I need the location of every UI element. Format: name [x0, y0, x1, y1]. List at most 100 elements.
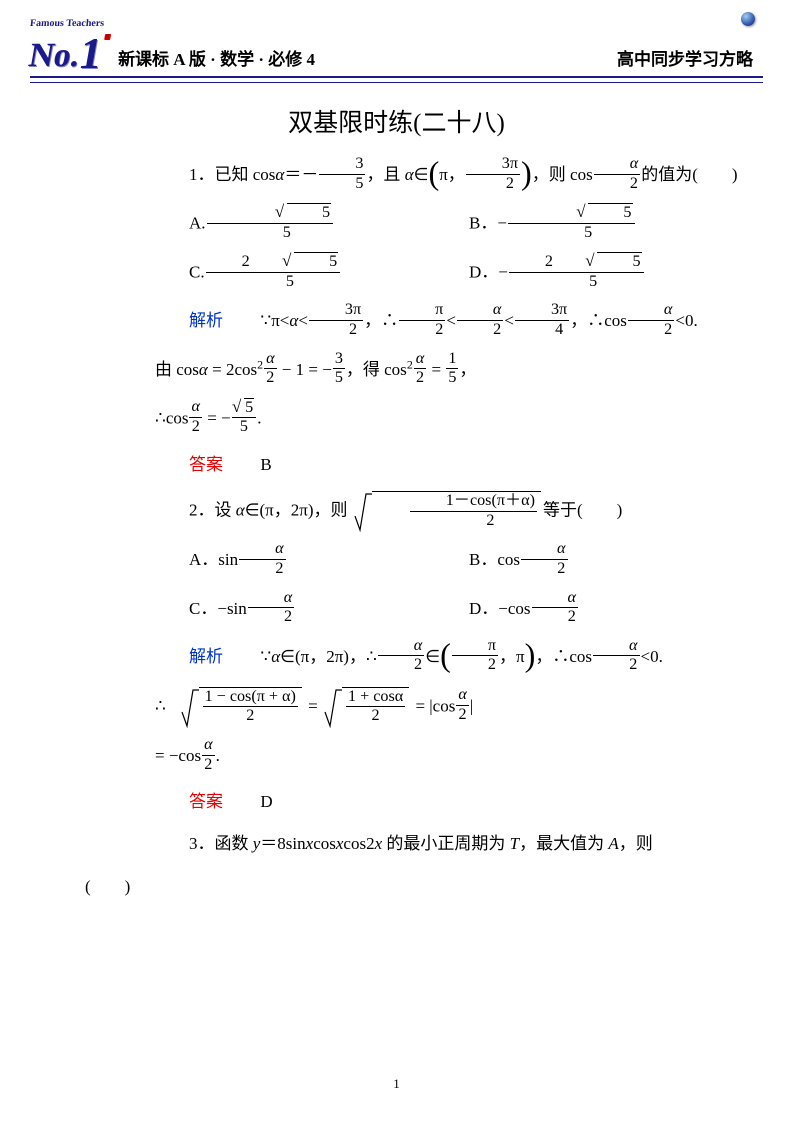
q1-choices-row1: A.55 B．−55 — [155, 205, 743, 244]
bigroot: 1 + cosα2 — [324, 687, 409, 728]
logo-tagline: Famous Teachers — [30, 18, 105, 29]
radicand: 1 + cosα2 — [342, 687, 409, 728]
den: 2 — [532, 608, 578, 627]
frac: 35 — [333, 350, 345, 388]
text: cos — [313, 834, 336, 853]
q2-stem: 2．设 α∈(π，2π)，则 1－cos(π＋α)2 等于( ) — [155, 491, 743, 532]
header-rule — [30, 82, 763, 83]
q1-analysis-3: ∴cosα2 = −55. — [155, 400, 743, 439]
text: ∈(π，2π)，∴ — [280, 647, 377, 666]
text: <0. — [641, 647, 663, 666]
den: 2 — [456, 706, 468, 725]
q2-choice-d: D．−cosα2 — [435, 591, 743, 629]
text: sin — [218, 550, 238, 569]
text: 1．已知 cos — [189, 165, 275, 184]
q2-choices-row2: C．−sinα2 D．−cosα2 — [155, 591, 743, 629]
den: 2 — [414, 369, 426, 388]
lparen: ( — [440, 637, 451, 673]
radicand: 5 — [588, 203, 632, 222]
q2-choices-row1: A．sinα2 B．cosα2 — [155, 542, 743, 580]
frac: 55 — [232, 398, 257, 437]
exp: 2 — [407, 357, 413, 371]
var-alpha: α — [271, 647, 280, 666]
text: 等于( ) — [543, 501, 622, 520]
text: 的值为( ) — [641, 165, 737, 184]
den: 2 — [239, 560, 285, 579]
den: 5 — [333, 369, 345, 388]
frac-3-5: 35 — [319, 155, 365, 193]
text: ∵ — [260, 647, 271, 666]
answer-label: 答案 — [189, 792, 223, 811]
num: 3π — [466, 155, 520, 175]
text: ，∴cos — [570, 311, 627, 330]
q3-paren: ( ) — [85, 871, 743, 903]
num: α — [378, 637, 424, 657]
q2-choice-c: C．−sinα2 — [155, 591, 435, 629]
frac-3pi-2: 3π2 — [466, 155, 520, 193]
text: | — [470, 696, 473, 715]
rparen: ) — [525, 637, 536, 673]
num: α — [202, 736, 214, 756]
frac: 255 — [509, 252, 644, 291]
den: 5 — [207, 224, 334, 243]
text: ，则 cos — [532, 165, 593, 184]
num: π — [399, 301, 445, 321]
num: 1 − cos(π + α) — [203, 688, 298, 708]
q3-stem: 3．函数 y＝8sinxcosxcos2x 的最小正周期为 T，最大值为 A，则 — [155, 828, 743, 860]
den: 2 — [203, 707, 298, 726]
page: Famous Teachers No.1 新课标 A 版 · 数学 · 必修 4… — [0, 0, 793, 1122]
radicand: 5 — [597, 252, 641, 271]
den: 2 — [399, 321, 445, 340]
num: 3 — [333, 350, 345, 370]
q1-stem: 1．已知 cosα＝－35，且 α∈(π，3π2)，则 cosα2的值为( ) — [155, 157, 743, 195]
var-T: T — [510, 834, 519, 853]
exp: 2 — [257, 357, 263, 371]
sqrt: 5 — [553, 252, 642, 272]
neg: − — [217, 599, 227, 618]
den: 2 — [309, 321, 363, 340]
num: α — [521, 540, 567, 560]
text: ∴cos — [155, 408, 188, 427]
num: π — [452, 637, 498, 657]
num: α — [248, 589, 294, 609]
sqrt: 5 — [234, 398, 255, 418]
num: 5 — [508, 203, 635, 224]
den: 2 — [264, 369, 276, 388]
text: < — [298, 311, 308, 330]
q1-choice-d: D．−255 — [435, 254, 743, 293]
num: α — [239, 540, 285, 560]
radicand: 5 — [244, 398, 254, 417]
text: π — [439, 165, 448, 184]
q2-choice-b: B．cosα2 — [435, 542, 743, 580]
label: C. — [189, 263, 205, 282]
label: C． — [189, 599, 217, 618]
num: 25 — [206, 252, 341, 273]
bigroot: 1－cos(π＋α)2 — [354, 491, 541, 532]
den: 2 — [378, 656, 424, 675]
num: 1－cos(π＋α) — [410, 492, 537, 512]
text: ，得 cos — [346, 360, 407, 379]
frac: α2 — [414, 350, 426, 388]
page-header: Famous Teachers No.1 新课标 A 版 · 数学 · 必修 4… — [30, 30, 763, 78]
den: 2 — [628, 321, 674, 340]
q2-analysis-1: 解析∵α∈(π，2π)，∴α2∈(π2，π)，∴cosα2<0. — [155, 639, 743, 677]
q1-choice-c: C.255 — [155, 254, 435, 293]
num: 25 — [509, 252, 644, 273]
den: 2 — [521, 560, 567, 579]
num: α — [414, 350, 426, 370]
answer-label: 答案 — [189, 455, 223, 474]
text: ∈(π，2π)，则 — [245, 501, 352, 520]
text: cos — [497, 550, 520, 569]
text: 的最小正周期为 — [382, 834, 510, 853]
text: sin — [227, 599, 247, 618]
num: 1 + cosα — [346, 688, 405, 708]
radicand: 1－cos(π＋α)2 — [372, 491, 541, 532]
frac: α2 — [456, 686, 468, 724]
frac: 255 — [206, 252, 341, 291]
label: D． — [469, 599, 498, 618]
num: α — [456, 686, 468, 706]
den: 5 — [508, 224, 635, 243]
den: 2 — [452, 656, 498, 675]
frac: 3π4 — [515, 301, 569, 339]
text: ， — [459, 360, 476, 379]
